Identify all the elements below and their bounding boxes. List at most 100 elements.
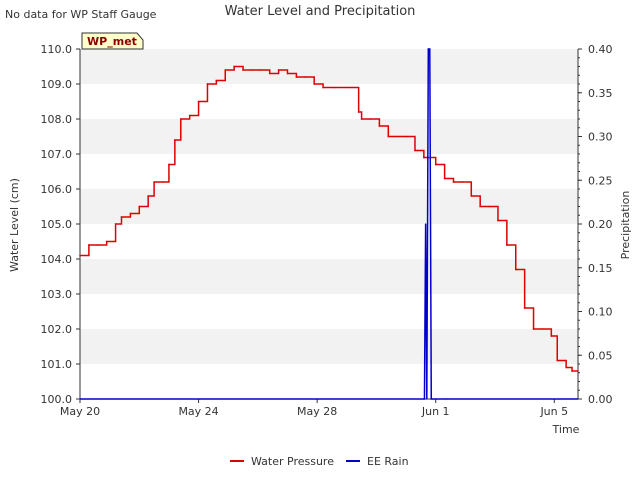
ee-rain-point [577,398,579,400]
water-pressure-point [506,244,508,246]
x-tick-label: Jun 5 [539,405,568,418]
x-tick-label: May 24 [178,405,218,418]
water-pressure-point [79,254,81,257]
water-pressure-point [129,212,132,215]
station-badge: WP_met [81,32,144,50]
water-pressure-point [224,69,227,71]
water-pressure-point [497,219,499,222]
ee-rain-points [79,48,579,400]
y-left-tick-label: 106.0 [41,183,73,196]
water-pressure-point [428,156,431,159]
y-left-tick-label: 102.0 [41,323,73,336]
grid-band [80,224,578,259]
ee-rain-point [435,398,437,400]
y-right-tick-label: 0.00 [588,393,613,406]
water-pressure-point [260,69,262,71]
y-right-tick-label: 0.20 [588,218,613,231]
water-pressure-point [556,359,559,362]
water-pressure-point [88,244,90,246]
grid-band [80,154,578,189]
station-label: WP_met [87,35,137,48]
series-line-water-pressure [80,65,578,372]
y-left-tick-label: 107.0 [41,148,73,161]
y-axis-label-left: Water Level (cm) [8,178,21,272]
y-left-tick-label: 110.0 [41,43,73,56]
water-pressure-point [423,156,425,159]
y-right-tick-label: 0.40 [588,43,613,56]
ee-rain-point [427,48,429,50]
water-pressure-point [114,223,117,225]
y-right-ticks: 0.00 0.05 0.10 0.15 0.20 0.25 0.30 0.35 0.40 [578,43,613,406]
x-tick-label: May 28 [297,405,337,418]
water-pressure-point [541,328,544,330]
water-pressure-point [162,181,164,183]
water-pressure-point [488,205,490,208]
water-pressure-point [120,216,123,218]
ee-rain-point [79,398,81,400]
y-right-tick-label: 0.15 [588,262,613,275]
water-pressure-point [168,163,170,166]
water-pressure-point [286,72,289,75]
water-pressure-point [452,181,455,183]
water-pressure-point [242,69,244,71]
y-left-tick-label: 108.0 [41,113,73,126]
water-pressure-point [313,83,315,85]
water-pressure-point [334,86,336,89]
y-left-tick-label: 100.0 [41,393,73,406]
water-pressure-point [357,111,360,113]
water-pressure-point [251,69,253,71]
ee-rain-point [426,398,428,400]
water-pressure-point [434,163,437,166]
water-pressure-point [479,205,481,208]
water-pressure-point [414,149,416,152]
water-pressure-point [387,135,390,138]
water-pressure-point [138,205,141,208]
y-right-tick-label: 0.25 [588,174,613,187]
water-pressure-point [322,86,324,89]
water-pressure-point [396,135,398,138]
water-pressure-point [461,181,464,183]
ee-rain-point [425,223,427,225]
water-pressure-point [188,114,191,117]
water-pressure-point [215,79,218,82]
water-pressure-points [79,65,579,372]
water-pressure-point [571,370,573,372]
ee-rain-point [429,48,431,50]
water-pressure-point [277,69,280,71]
y-axis-label-right: Precipitation [619,191,632,260]
legend: Water Pressure EE Rain [230,455,409,468]
legend-label-water-pressure: Water Pressure [251,455,334,468]
legend-label-ee-rain: EE Rain [367,455,409,468]
water-pressure-point [206,83,209,85]
y-left-tick-label: 101.0 [41,358,73,371]
water-pressure-point [304,76,307,78]
y-left-tick-label: 103.0 [41,288,73,301]
grid-band [80,49,578,84]
water-pressure-point [577,370,579,372]
water-pressure-point [197,100,200,103]
water-pressure-point [174,139,176,141]
x-tick-label: Jun 1 [421,405,450,418]
water-pressure-point [153,181,155,183]
y-left-tick-label: 105.0 [41,218,73,231]
water-pressure-point [179,118,182,120]
y-left-tick-label: 104.0 [41,253,73,266]
water-pressure-point [470,195,473,197]
water-pressure-point [147,195,149,197]
ee-rain-point [423,398,426,400]
water-pressure-point [96,244,99,246]
grid-band [80,84,578,119]
water-pressure-point [345,86,348,89]
grid-band [80,364,578,399]
no-data-note: No data for WP Staff Gauge [5,8,157,21]
water-pressure-point [565,366,567,369]
y-right-tick-label: 0.35 [588,87,613,100]
ee-rain-point [430,398,432,400]
grid-band [80,119,578,154]
chart-title: Water Level and Precipitation [225,4,416,19]
grid-bands [80,49,578,399]
ee-rain-point [432,398,434,400]
x-ticks: May 20 May 24 May 28 Jun 1 Jun 5 [60,399,568,418]
water-pressure-point [532,328,535,330]
